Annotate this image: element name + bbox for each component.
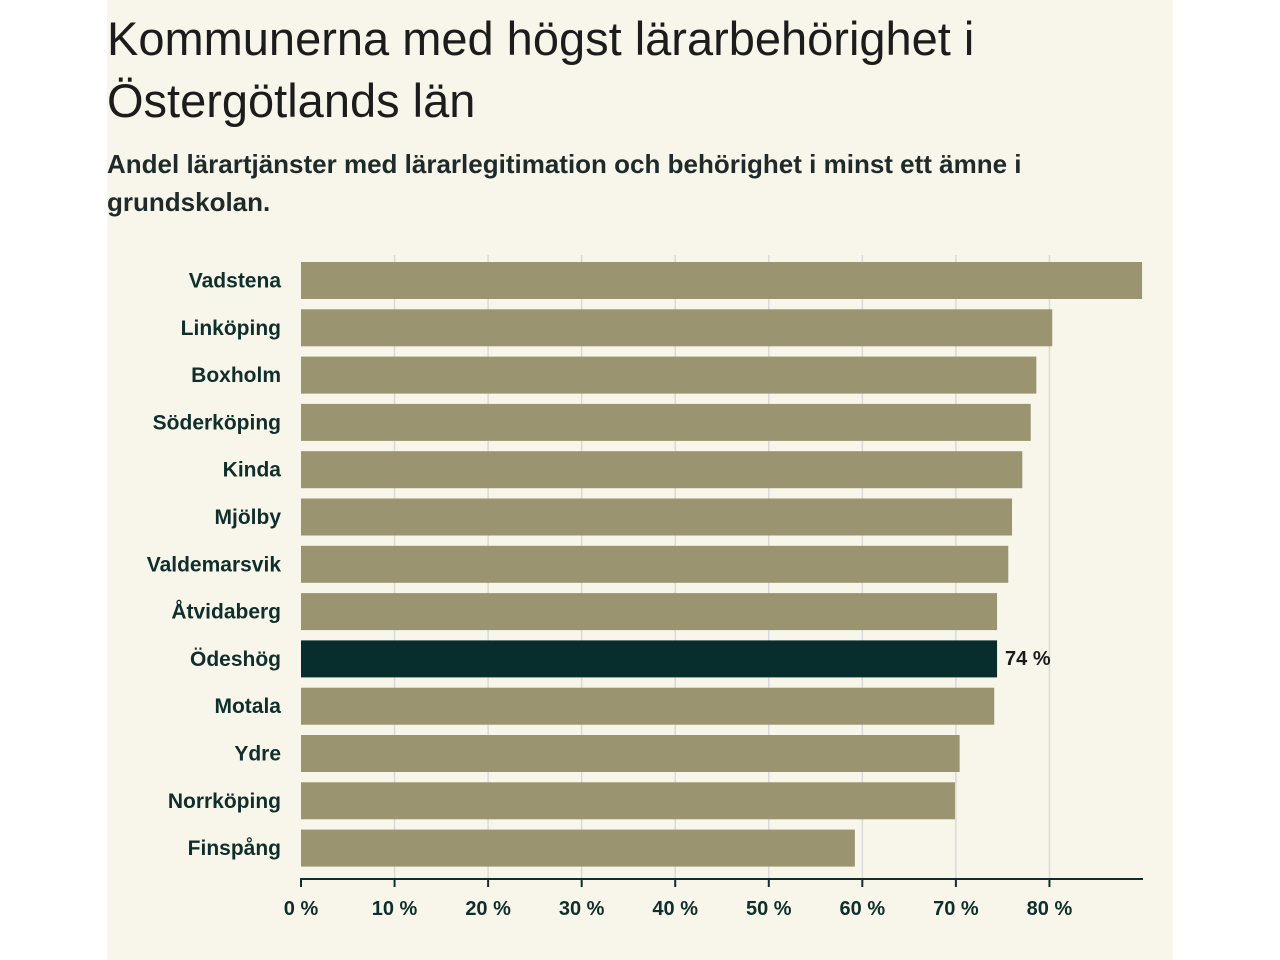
bar-5 — [301, 498, 1013, 536]
category-label-7: Åtvidaberg — [171, 600, 281, 624]
category-label-12: Finspång — [188, 837, 281, 860]
category-label-8: Ödeshög — [190, 648, 281, 671]
bar-10 — [301, 735, 960, 772]
x-tick-label-60: 60 % — [840, 898, 886, 920]
category-label-11: Norrköping — [168, 790, 281, 813]
category-label-3: Söderköping — [153, 411, 281, 434]
x-tick-label-50: 50 % — [746, 898, 792, 920]
x-tick-label-70: 70 % — [933, 898, 979, 920]
category-label-1: Linköping — [181, 317, 281, 340]
category-label-6: Valdemarsvik — [147, 553, 282, 576]
x-tick-label-40: 40 % — [652, 898, 698, 920]
bar-3 — [301, 403, 1031, 441]
x-tick-label-0: 0 % — [284, 898, 319, 920]
category-label-10: Ydre — [234, 743, 281, 766]
category-label-9: Motala — [214, 695, 281, 718]
bar-1 — [301, 309, 1053, 347]
bar-9 — [301, 687, 995, 725]
chart-title: Kommunerna med högst lärarbehörighet i Ö… — [107, 12, 975, 127]
x-tick-label-10: 10 % — [372, 898, 418, 920]
bar-2 — [301, 356, 1037, 394]
highlight-value-label: 74 % — [1005, 648, 1051, 670]
x-tick-label-20: 20 % — [465, 898, 511, 920]
bar-12 — [301, 829, 855, 867]
category-label-0: Vadstena — [189, 270, 282, 293]
x-tick-label-30: 30 % — [559, 898, 605, 920]
bar-0 — [301, 262, 1143, 299]
category-label-5: Mjölby — [215, 506, 282, 529]
category-label-4: Kinda — [223, 459, 282, 482]
chart-subtitle: Andel lärartjänster med lärarlegitimatio… — [107, 149, 1022, 217]
x-tick-label-80: 80 % — [1027, 898, 1073, 920]
bar-7 — [301, 593, 998, 631]
bar-8 — [301, 640, 998, 678]
category-label-2: Boxholm — [191, 364, 281, 387]
bar-4 — [301, 451, 1023, 489]
bar-6 — [301, 545, 1009, 583]
bar-11 — [301, 782, 955, 820]
